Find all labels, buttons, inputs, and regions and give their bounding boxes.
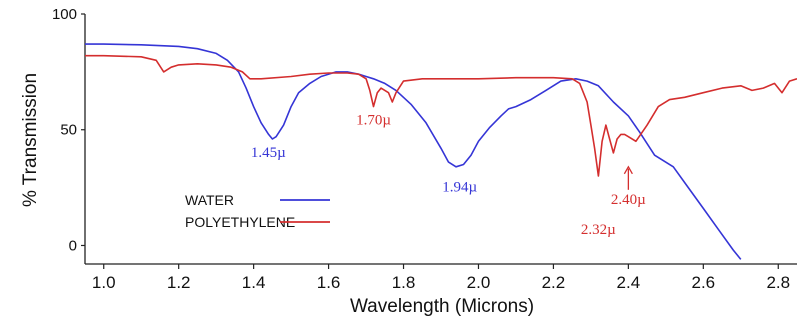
y-tick-label: 50 xyxy=(60,122,77,139)
annotation-label: 1.70µ xyxy=(356,113,391,129)
x-tick-label: 1.2 xyxy=(167,273,191,292)
y-tick-label: 0 xyxy=(69,237,77,254)
y-axis-title: % Transmission xyxy=(20,73,41,207)
plot-area: 1.0 1.2 1.4 1.6 1.8 2.0 2.2 2.4 2.6 2.8 0 50 100 1.45… xyxy=(52,6,797,292)
x-tick-label: 2.2 xyxy=(542,273,566,292)
x-tick-label: 2.0 xyxy=(467,273,491,292)
annotation-label: 1.94µ xyxy=(442,180,477,196)
series-line-polyethylene xyxy=(85,54,797,177)
x-tick-label: 1.8 xyxy=(392,273,416,292)
x-tick-label: 2.8 xyxy=(766,273,790,292)
x-tick-label: 1.0 xyxy=(92,273,116,292)
x-tick-label: 1.4 xyxy=(242,273,266,292)
annotation-label: 2.32µ xyxy=(581,222,616,238)
x-tick-label: 2.6 xyxy=(691,273,715,292)
annotation-arrow-head xyxy=(623,165,633,175)
x-tick-label: 1.6 xyxy=(317,273,341,292)
legend-label-polyethylene: POLYETHYLENE xyxy=(185,214,295,230)
legend-label-water: WATER xyxy=(185,192,234,208)
x-tick-label: 2.4 xyxy=(617,273,641,292)
series-line-water xyxy=(85,43,742,260)
annotation-label: 2.40µ xyxy=(611,192,646,208)
y-tick-label: 100 xyxy=(52,6,77,23)
annotation-label: 1.45µ xyxy=(251,145,286,161)
x-axis-title: Wavelength (Microns) xyxy=(350,296,534,317)
